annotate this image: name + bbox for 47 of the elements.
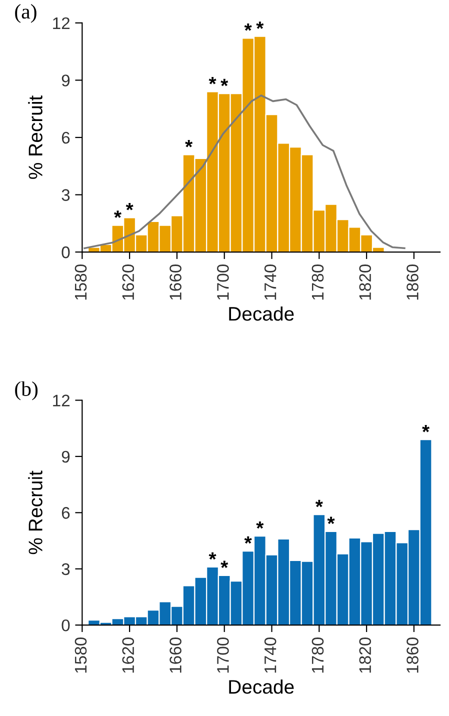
y-tick-label: 0 (62, 619, 70, 632)
annotation: * (208, 552, 216, 560)
annotation: * (256, 521, 264, 529)
x-tick-label: 1620 (122, 638, 134, 673)
y-tick-label: 9 (62, 74, 70, 86)
annotation: * (327, 516, 335, 524)
x-tick-label: 1780 (312, 638, 324, 673)
annotation: * (244, 24, 252, 31)
y-tick-label: 6 (62, 132, 70, 144)
x-tick-label: 1700 (217, 264, 229, 300)
annotation: * (185, 140, 193, 148)
x-tick-label: 1820 (359, 638, 372, 673)
annotation: * (220, 560, 228, 568)
x-tick-label: 1580 (74, 638, 87, 673)
x-axis-title: Decade (229, 680, 294, 694)
x-tick-label: 1660 (170, 264, 182, 300)
y-tick-label: 3 (62, 189, 70, 201)
x-tick-label: 1700 (217, 638, 229, 673)
annotation: * (244, 536, 252, 544)
annotation: * (126, 203, 134, 210)
x-axis-title: Decade (229, 306, 294, 321)
y-tick-label: 12 (53, 17, 70, 29)
annotation: * (422, 424, 430, 432)
x-tick-label: 1820 (359, 264, 372, 300)
annotation: * (114, 210, 122, 218)
x-tick-label: 1860 (406, 638, 418, 673)
y-axis-title: % Recruit (28, 470, 42, 554)
y-tick-label: 6 (62, 507, 70, 519)
y-tick-label: 12 (53, 394, 70, 406)
x-tick-label: 1660 (170, 638, 182, 673)
annotation: * (220, 78, 228, 86)
line-series (84, 94, 406, 250)
annotation: * (208, 77, 216, 84)
x-tick-label: 1580 (74, 264, 87, 300)
x-tick-label: 1740 (264, 638, 276, 673)
x-tick-label: 1780 (312, 264, 324, 300)
y-tick-label: 3 (62, 563, 70, 576)
chart-title: (a) (15, 4, 36, 23)
y-tick-label: 9 (62, 450, 70, 463)
y-tick-label: 0 (62, 246, 70, 258)
x-tick-label: 1740 (264, 264, 276, 300)
y-axis-title: % Recruit (28, 95, 42, 179)
chart-title: (b) (15, 381, 38, 400)
x-tick-label: 1620 (122, 264, 134, 300)
x-tick-label: 1860 (406, 264, 418, 300)
annotation: * (315, 500, 323, 508)
annotation: * (256, 22, 264, 29)
